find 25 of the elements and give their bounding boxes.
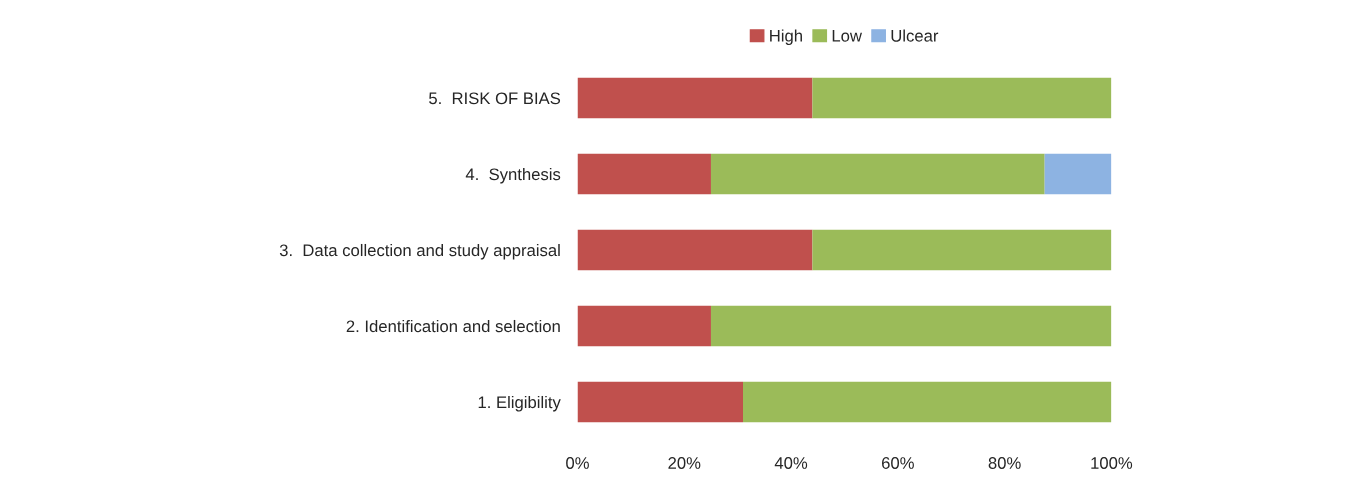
bar <box>812 77 1112 119</box>
y-tick-label: 3. Data collection and study appraisal <box>279 243 560 260</box>
bar <box>577 77 813 119</box>
x-tick-label: 40% <box>774 457 808 469</box>
x-tick-label: 80% <box>988 457 1021 469</box>
bar <box>812 229 1112 271</box>
y-tick-label: 2. Identification and selection <box>346 319 560 333</box>
legend-label: Low <box>832 30 862 42</box>
bar <box>1044 153 1112 195</box>
x-tick-label: 60% <box>882 457 914 469</box>
bar <box>710 153 1045 195</box>
y-tick-label: 1. Eligibility <box>478 395 561 412</box>
x-tick-label: 100% <box>1091 457 1133 469</box>
legend-label: Ulcear <box>891 29 939 42</box>
x-tick-label: 0% <box>566 457 589 469</box>
y-tick-label: 5. RISK OF BIAS <box>429 92 561 105</box>
bar <box>577 305 711 347</box>
bar <box>743 381 1112 423</box>
bar <box>577 153 711 195</box>
bar <box>577 229 813 271</box>
legend-label: High <box>770 29 802 45</box>
x-tick-label: 20% <box>668 457 701 469</box>
y-tick-label: 4. Synthesis <box>465 167 561 184</box>
bar <box>577 381 743 423</box>
bar <box>710 305 1112 347</box>
